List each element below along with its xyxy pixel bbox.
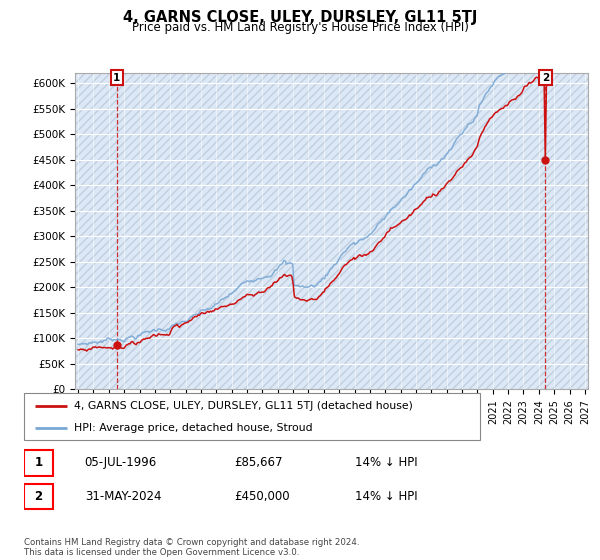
FancyBboxPatch shape [24,484,53,509]
Text: 4, GARNS CLOSE, ULEY, DURSLEY, GL11 5TJ: 4, GARNS CLOSE, ULEY, DURSLEY, GL11 5TJ [123,10,477,25]
Text: 14% ↓ HPI: 14% ↓ HPI [355,456,418,469]
Text: 4, GARNS CLOSE, ULEY, DURSLEY, GL11 5TJ (detached house): 4, GARNS CLOSE, ULEY, DURSLEY, GL11 5TJ … [74,401,413,411]
Text: 2: 2 [542,73,549,83]
Text: Contains HM Land Registry data © Crown copyright and database right 2024.
This d: Contains HM Land Registry data © Crown c… [24,538,359,557]
Text: Price paid vs. HM Land Registry's House Price Index (HPI): Price paid vs. HM Land Registry's House … [131,21,469,34]
FancyBboxPatch shape [24,450,53,475]
Text: £85,667: £85,667 [234,456,282,469]
FancyBboxPatch shape [24,393,480,440]
Text: £450,000: £450,000 [234,489,289,503]
Text: 1: 1 [113,73,121,83]
Text: 1: 1 [34,456,43,469]
Text: 31-MAY-2024: 31-MAY-2024 [85,489,161,503]
Text: 05-JUL-1996: 05-JUL-1996 [85,456,157,469]
Text: 2: 2 [34,489,43,503]
Text: HPI: Average price, detached house, Stroud: HPI: Average price, detached house, Stro… [74,422,313,432]
Text: 14% ↓ HPI: 14% ↓ HPI [355,489,418,503]
